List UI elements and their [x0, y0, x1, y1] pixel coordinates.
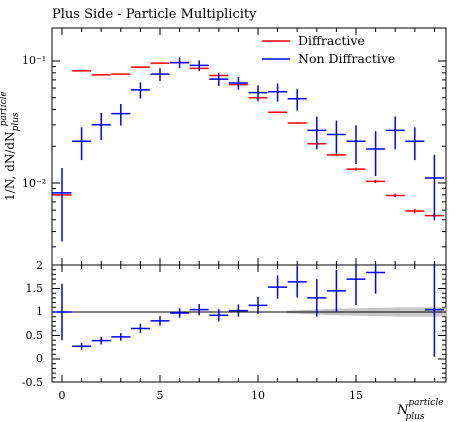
ratio-tick-label-2: 2 — [36, 259, 43, 272]
y-axis-label-sub: plus — [11, 112, 21, 131]
ratio-y-ticks — [52, 264, 446, 379]
x-axis-label-sup: particle — [408, 398, 443, 408]
ratio-tick-label-1.5: 1.5 — [26, 282, 44, 295]
legend-label-diffractive: Diffractive — [298, 33, 365, 48]
x-tick-label-0: 0 — [59, 389, 66, 402]
x-axis-label-main: N — [396, 403, 409, 418]
x-axis-label: Nparticle plus — [396, 398, 444, 422]
y-axis-label: 1/N, dN/dNplusparticle — [0, 91, 21, 201]
ratio-tick-label-1: 1 — [36, 305, 43, 318]
x-tick-label-15: 15 — [349, 389, 363, 402]
main-y-ticks — [52, 60, 446, 248]
ratio-tick-label-0.5: 0.5 — [26, 329, 44, 342]
data-marks — [52, 57, 444, 357]
x-axis-label-sub: plus — [406, 412, 425, 422]
legend-label-non-diffractive: Non Diffractive — [298, 51, 395, 66]
ratio-plot-frame — [51, 264, 447, 383]
x-tick-label-5: 5 — [157, 389, 164, 402]
legend: Diffractive Non Diffractive — [262, 33, 395, 66]
y-tick-label-1e-1: 10⁻¹ — [22, 54, 46, 67]
y-tick-label-1e-2: 10⁻² — [22, 177, 46, 190]
svg-text:1/N, dN/dNplusparticle: 1/N, dN/dNplusparticle — [0, 91, 21, 201]
ratio-tick-label-0: 0 — [36, 352, 43, 365]
y-axis-label-sup: particle — [0, 91, 9, 126]
x-tick-label-10: 10 — [251, 389, 265, 402]
y-axis-label-main: 1/N, dN/dN — [3, 131, 17, 200]
ratio-tick-label-neg0.5: -0.5 — [22, 376, 43, 389]
x-ticks — [61, 28, 435, 382]
chart-title: Plus Side - Particle Multiplicity — [52, 7, 257, 22]
